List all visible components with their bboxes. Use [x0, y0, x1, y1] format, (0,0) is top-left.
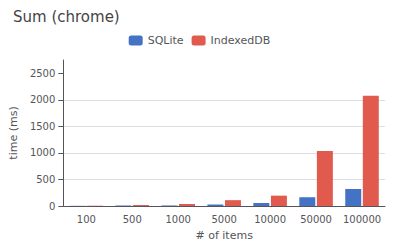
svg-text:time (ms): time (ms) [7, 106, 20, 159]
svg-text:5000: 5000 [211, 214, 236, 225]
svg-text:1500: 1500 [30, 121, 55, 132]
svg-text:1000: 1000 [30, 147, 55, 158]
svg-text:IndexedDB: IndexedDB [211, 34, 271, 47]
svg-text:# of items: # of items [195, 229, 253, 242]
svg-text:2500: 2500 [30, 68, 55, 79]
svg-text:0: 0 [49, 201, 55, 212]
svg-text:2000: 2000 [30, 94, 55, 105]
svg-text:500: 500 [123, 214, 142, 225]
svg-text:50000: 50000 [300, 214, 332, 225]
svg-text:100000: 100000 [343, 214, 381, 225]
svg-text:100: 100 [77, 214, 96, 225]
svg-text:SQLite: SQLite [148, 34, 184, 47]
svg-text:Sum (chrome): Sum (chrome) [13, 8, 120, 26]
svg-text:10000: 10000 [254, 214, 286, 225]
svg-text:500: 500 [36, 174, 55, 185]
svg-text:1000: 1000 [165, 214, 190, 225]
